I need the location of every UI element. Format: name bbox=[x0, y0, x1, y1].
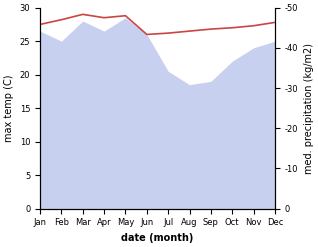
Y-axis label: max temp (C): max temp (C) bbox=[4, 74, 14, 142]
X-axis label: date (month): date (month) bbox=[121, 233, 194, 243]
Y-axis label: med. precipitation (kg/m2): med. precipitation (kg/m2) bbox=[304, 43, 314, 174]
